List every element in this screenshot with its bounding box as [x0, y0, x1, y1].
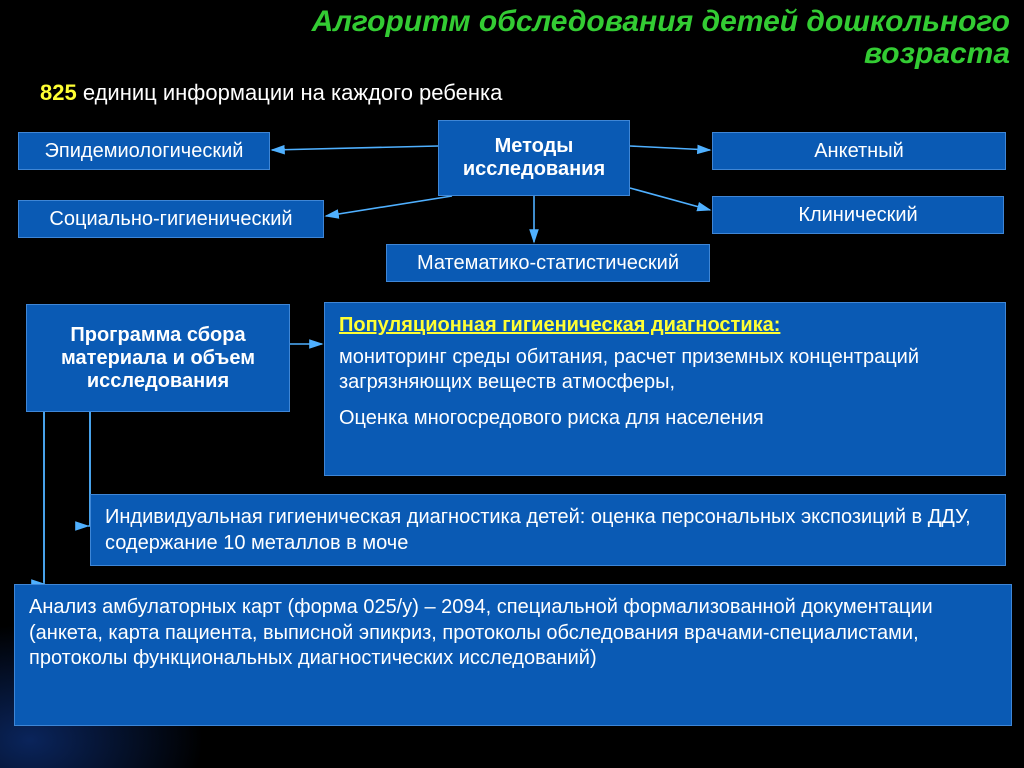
node-questionnaire: Анкетный [712, 132, 1006, 170]
panel-population-header: Популяционная гигиеническая диагностика: [339, 313, 991, 339]
panel-population-diagnostics: Популяционная гигиеническая диагностика:… [324, 302, 1006, 476]
subtitle-number: 825 [40, 80, 77, 105]
subtitle: 825 единиц информации на каждого ребенка [40, 80, 502, 106]
node-program: Программа сбора материала и объем исслед… [26, 304, 290, 412]
node-epidemiological: Эпидемиологический [18, 132, 270, 170]
node-social-label: Социально-гигиенический [49, 208, 292, 231]
slide-canvas: Алгоритм обследования детей дошкольного … [0, 0, 1024, 768]
panel-population-p1: мониторинг среды обитания, расчет призем… [339, 345, 991, 396]
subtitle-text: единиц информации на каждого ребенка [77, 80, 503, 105]
node-epid-label: Эпидемиологический [45, 140, 244, 163]
node-methods: Методы исследования [438, 120, 630, 196]
node-math-label: Математико-статистический [417, 252, 679, 275]
panel-population-p2: Оценка многосредового риска для населени… [339, 406, 991, 432]
panel-cards-analysis: Анализ амбулаторных карт (форма 025/у) –… [14, 584, 1012, 726]
title-line1: Алгоритм обследования детей дошкольного [60, 6, 1010, 38]
node-clinic-label: Клинический [798, 204, 917, 227]
node-methods-label: Методы исследования [451, 135, 617, 181]
node-quest-label: Анкетный [814, 140, 904, 163]
panel-individual-text: Индивидуальная гигиеническая диагностика… [105, 506, 971, 554]
node-clinical: Клинический [712, 196, 1004, 234]
title-line2: возраста [60, 38, 1010, 70]
node-social-hygienic: Социально-гигиенический [18, 200, 324, 238]
panel-cards-text: Анализ амбулаторных карт (форма 025/у) –… [29, 596, 933, 669]
slide-title: Алгоритм обследования детей дошкольного … [60, 6, 1010, 71]
node-math-statistical: Математико-статистический [386, 244, 710, 282]
panel-individual-diagnostics: Индивидуальная гигиеническая диагностика… [90, 494, 1006, 566]
node-program-label: Программа сбора материала и объем исслед… [39, 324, 277, 393]
